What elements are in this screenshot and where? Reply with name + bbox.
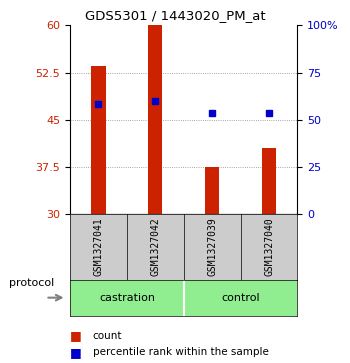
Text: ■: ■ (70, 329, 82, 342)
Text: GSM1327039: GSM1327039 (207, 217, 217, 276)
Text: GDS5301 / 1443020_PM_at: GDS5301 / 1443020_PM_at (85, 9, 265, 22)
Text: GSM1327041: GSM1327041 (93, 217, 104, 276)
Bar (91, 66, 106, 214)
Text: control: control (221, 293, 260, 303)
Bar (148, 25, 162, 214)
Text: count: count (93, 331, 122, 341)
Text: GSM1327042: GSM1327042 (150, 217, 160, 276)
Bar (205, 167, 219, 214)
Bar (262, 148, 276, 214)
Text: protocol: protocol (9, 278, 54, 288)
Text: ■: ■ (70, 346, 82, 359)
Text: percentile rank within the sample: percentile rank within the sample (93, 347, 269, 357)
Text: castration: castration (99, 293, 155, 303)
Text: GSM1327040: GSM1327040 (264, 217, 274, 276)
